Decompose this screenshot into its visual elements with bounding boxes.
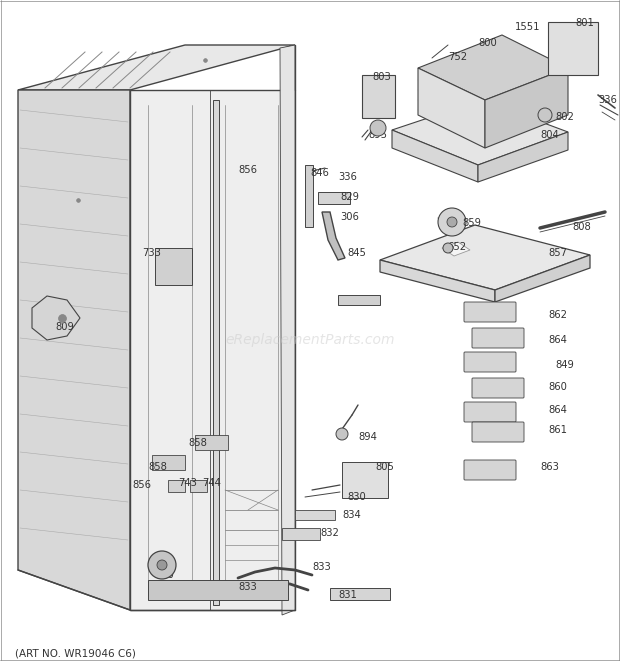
Polygon shape bbox=[130, 90, 295, 610]
Polygon shape bbox=[380, 225, 590, 290]
Text: 863: 863 bbox=[540, 462, 559, 472]
Polygon shape bbox=[338, 295, 380, 305]
Text: 809: 809 bbox=[55, 322, 74, 332]
Text: 833: 833 bbox=[312, 562, 330, 572]
Polygon shape bbox=[485, 68, 568, 148]
Polygon shape bbox=[478, 132, 568, 182]
Text: eReplacementParts.com: eReplacementParts.com bbox=[225, 333, 395, 347]
Bar bbox=[148, 580, 288, 600]
Bar bbox=[213, 100, 219, 605]
Polygon shape bbox=[32, 296, 80, 340]
Text: 800: 800 bbox=[478, 38, 497, 48]
Text: 336: 336 bbox=[598, 95, 617, 105]
Polygon shape bbox=[322, 212, 345, 260]
Polygon shape bbox=[392, 100, 568, 165]
Text: 860: 860 bbox=[548, 382, 567, 392]
Text: 894: 894 bbox=[358, 432, 377, 442]
FancyBboxPatch shape bbox=[472, 378, 524, 398]
Text: 845: 845 bbox=[347, 248, 366, 258]
Polygon shape bbox=[195, 435, 228, 450]
Text: 805: 805 bbox=[375, 462, 394, 472]
Polygon shape bbox=[330, 588, 390, 600]
Text: 830: 830 bbox=[347, 492, 366, 502]
Text: 803: 803 bbox=[372, 72, 391, 82]
Polygon shape bbox=[168, 480, 185, 492]
Text: 801: 801 bbox=[575, 18, 594, 28]
Circle shape bbox=[538, 108, 552, 122]
Polygon shape bbox=[282, 528, 320, 540]
Polygon shape bbox=[342, 462, 388, 498]
Text: 833: 833 bbox=[238, 582, 257, 592]
Polygon shape bbox=[392, 130, 478, 182]
Polygon shape bbox=[18, 90, 130, 610]
FancyBboxPatch shape bbox=[464, 460, 516, 480]
FancyBboxPatch shape bbox=[472, 422, 524, 442]
Text: 831: 831 bbox=[338, 590, 357, 600]
Circle shape bbox=[157, 560, 167, 570]
Polygon shape bbox=[190, 480, 207, 492]
Text: 862: 862 bbox=[548, 310, 567, 320]
Text: 859: 859 bbox=[462, 218, 481, 228]
Text: 840: 840 bbox=[155, 570, 174, 580]
Text: 752: 752 bbox=[448, 52, 467, 62]
Text: 306: 306 bbox=[340, 212, 359, 222]
Text: 834: 834 bbox=[342, 510, 361, 520]
Text: 733: 733 bbox=[142, 248, 161, 258]
Text: 829: 829 bbox=[340, 192, 359, 202]
Text: 864: 864 bbox=[548, 335, 567, 345]
FancyBboxPatch shape bbox=[464, 402, 516, 422]
Text: 857: 857 bbox=[548, 248, 567, 258]
Polygon shape bbox=[280, 45, 295, 615]
Text: 652: 652 bbox=[447, 242, 466, 252]
FancyBboxPatch shape bbox=[464, 352, 516, 372]
Text: 743: 743 bbox=[178, 478, 197, 488]
Circle shape bbox=[370, 120, 386, 136]
Text: 1551: 1551 bbox=[515, 22, 541, 32]
Polygon shape bbox=[362, 75, 395, 118]
Polygon shape bbox=[418, 35, 568, 100]
Bar bbox=[305, 165, 313, 227]
Text: 802: 802 bbox=[555, 112, 574, 122]
Text: 336: 336 bbox=[338, 172, 357, 182]
Polygon shape bbox=[548, 22, 598, 75]
FancyBboxPatch shape bbox=[464, 302, 516, 322]
Circle shape bbox=[336, 428, 348, 440]
Text: 856: 856 bbox=[238, 165, 257, 175]
Polygon shape bbox=[380, 260, 495, 302]
Polygon shape bbox=[155, 248, 192, 285]
Text: (ART NO. WR19046 C6): (ART NO. WR19046 C6) bbox=[15, 648, 136, 658]
Text: 861: 861 bbox=[548, 425, 567, 435]
Text: 858: 858 bbox=[148, 462, 167, 472]
Text: 858: 858 bbox=[188, 438, 207, 448]
Text: 804: 804 bbox=[540, 130, 559, 140]
Text: 846: 846 bbox=[310, 168, 329, 178]
Polygon shape bbox=[495, 255, 590, 302]
Polygon shape bbox=[418, 68, 485, 148]
Text: 849: 849 bbox=[555, 360, 574, 370]
Text: 856: 856 bbox=[132, 480, 151, 490]
Circle shape bbox=[447, 217, 457, 227]
Text: 895: 895 bbox=[368, 130, 387, 140]
Polygon shape bbox=[295, 510, 335, 520]
FancyBboxPatch shape bbox=[472, 328, 524, 348]
Polygon shape bbox=[18, 45, 295, 90]
Circle shape bbox=[438, 208, 466, 236]
Polygon shape bbox=[442, 242, 470, 256]
Text: 808: 808 bbox=[572, 222, 591, 232]
Circle shape bbox=[148, 551, 176, 579]
Polygon shape bbox=[318, 192, 350, 204]
Polygon shape bbox=[152, 455, 185, 470]
Circle shape bbox=[443, 243, 453, 253]
Text: 832: 832 bbox=[320, 528, 339, 538]
Text: 744: 744 bbox=[202, 478, 221, 488]
Text: 864: 864 bbox=[548, 405, 567, 415]
